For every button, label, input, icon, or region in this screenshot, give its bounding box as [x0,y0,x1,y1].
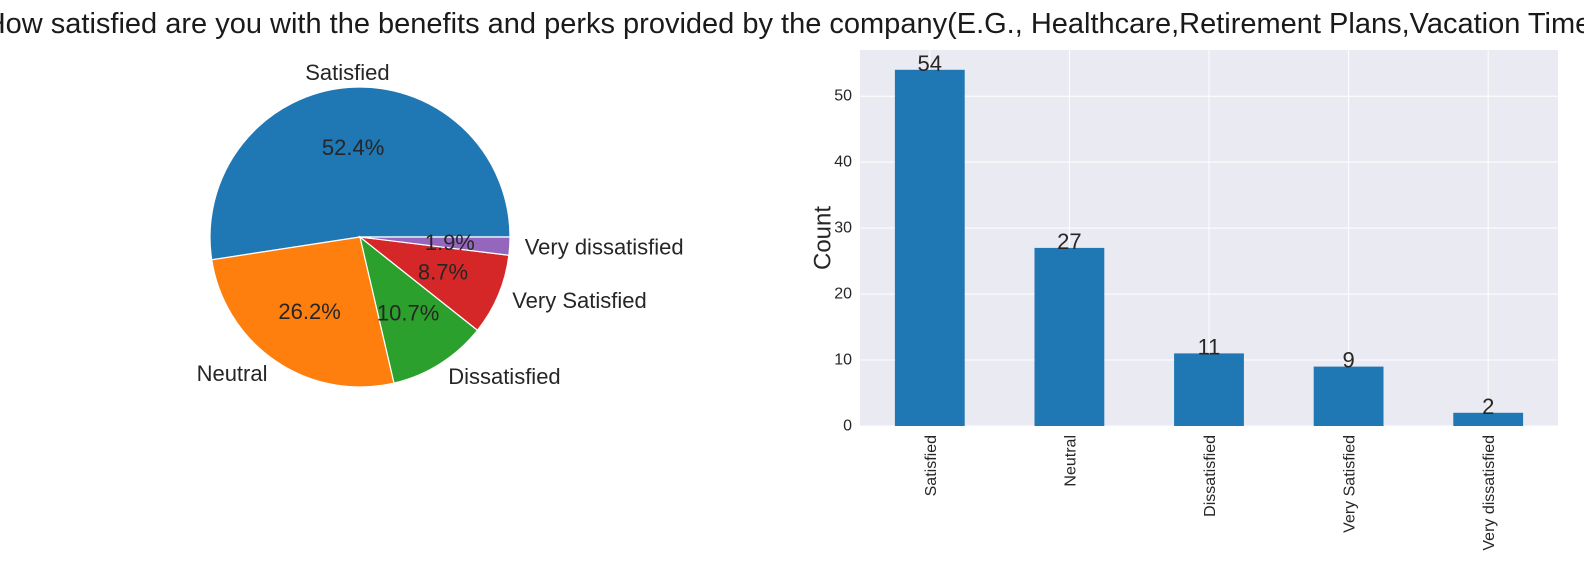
y-tick-label: 0 [843,418,852,435]
bar-neutral [1034,247,1105,426]
pie-label-neutral: Neutral [197,361,268,386]
bar-value-label: 9 [1342,348,1354,373]
y-tick-label: 30 [834,220,852,237]
bar-very-satisfied [1313,366,1384,426]
pie-slice-very-dissatisfied [359,236,511,256]
pie-percent-very-satisfied: 8.7% [418,259,468,284]
y-tick-label: 40 [834,154,852,171]
bar-value-label: 27 [1057,229,1081,254]
pie-percent-neutral: 26.2% [278,299,340,324]
bar-satisfied [894,69,965,427]
y-axis-label: Count [810,206,837,270]
pie-percent-very-dissatisfied: 1.9% [425,230,475,255]
y-tick-label: 20 [834,286,852,303]
x-tick-label-very-dissatisfied: Very dissatisfied [1481,435,1498,551]
pie-slice-satisfied [209,86,511,261]
x-tick-label-very-satisfied: Very Satisfied [1342,435,1359,533]
pie-percent-satisfied: 52.4% [322,135,384,160]
y-tick-label: 10 [834,352,852,369]
pie-percent-dissatisfied: 10.7% [377,301,439,326]
bar-dissatisfied [1174,353,1244,426]
pie-slice-dissatisfied [359,235,479,384]
figure-title: How satisfied are you with the benefits … [0,8,1584,40]
pie-slice-very-satisfied [357,236,510,332]
bar-value-label: 2 [1482,394,1494,419]
x-tick-label-neutral: Neutral [1062,435,1079,487]
x-tick-label-dissatisfied: Dissatisfied [1202,435,1219,517]
bar-value-label: 11 [1198,334,1221,359]
y-tick-label: 50 [834,88,852,105]
pie-slice-neutral [211,236,395,388]
bar-very-dissatisfied [1453,412,1524,426]
pie-label-very-satisfied: Very Satisfied [512,288,647,313]
pie-chart: Satisfied 52.4% Neutral 26.2% Dissatisfied 10… [197,60,684,389]
x-tick-label-satisfied: Satisfied [923,435,940,496]
pie-label-dissatisfied: Dissatisfied [448,364,560,389]
bar-chart: 0 10 20 30 40 50 Count 54 Satisfied 27 Neutral 11 Di… [810,50,1558,551]
pie-label-satisfied: Satisfied [305,60,389,85]
pie-label-very-dissatisfied: Very dissatisfied [525,235,684,260]
bar-value-label: 54 [918,51,942,76]
